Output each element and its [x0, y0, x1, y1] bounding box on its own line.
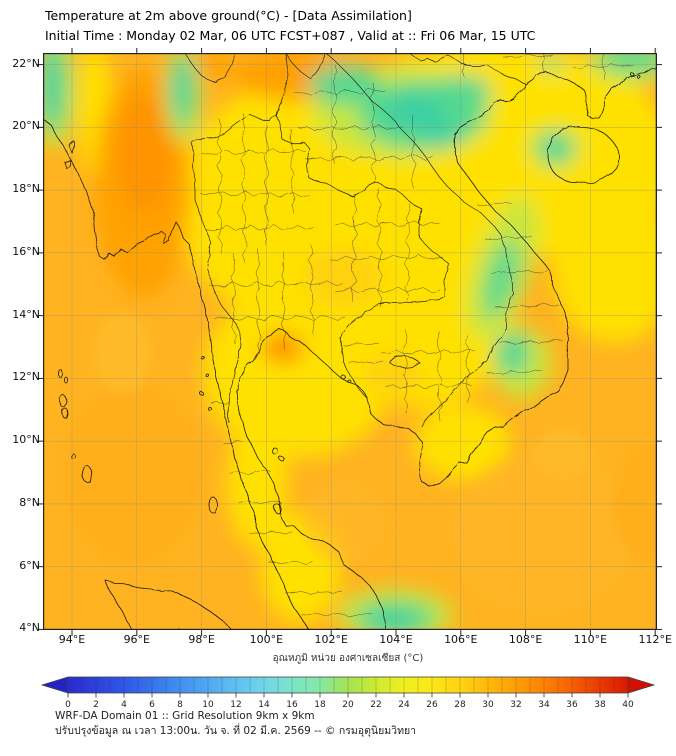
lat-tick-label: 8°N — [19, 495, 40, 509]
colorbar-tick-label: 10 — [202, 700, 214, 710]
colorbar-title: อุณหภูมิ หน่วย องศาเซลเซียส (°C) — [272, 653, 424, 664]
colorbar-high-arrow — [627, 676, 656, 694]
lat-tick-label: 6°N — [19, 558, 40, 572]
footer-caption: WRF-DA Domain 01 :: Grid Resolution 9km … — [55, 709, 416, 739]
title-line-2: Initial Time : Monday 02 Mar, 06 UTC FCS… — [45, 28, 536, 43]
colorbar-tick-label: 28 — [454, 700, 466, 710]
lat-tick-label: 10°N — [12, 433, 40, 447]
temperature-map-svg — [43, 53, 657, 630]
lat-tick-label: 18°N — [12, 182, 40, 196]
lon-tick-label: 100°E — [249, 633, 284, 646]
lat-tick-label: 22°N — [12, 56, 40, 70]
colorbar-tick-label: 34 — [538, 700, 550, 710]
lat-tick-label: 14°N — [12, 307, 40, 321]
colorbar-tick-label: 18 — [314, 700, 326, 710]
lon-tick-label: 94°E — [58, 633, 86, 646]
colorbar-tick-label: 8 — [177, 700, 183, 710]
graticule-grid — [43, 53, 657, 630]
footer-line-1: WRF-DA Domain 01 :: Grid Resolution 9km … — [55, 710, 315, 722]
colorbar-tick-label: 6 — [149, 700, 155, 710]
lat-tick-label: 4°N — [19, 621, 40, 635]
lon-tick-label: 106°E — [444, 633, 478, 646]
colorbar-tick-label: 26 — [426, 700, 438, 710]
lat-tick-label: 16°N — [12, 244, 40, 258]
colorbar-tick-label: 20 — [342, 700, 354, 710]
colorbar-tick-label: 36 — [566, 700, 578, 710]
colorbar-tick-label: 22 — [370, 700, 381, 710]
temperature-field — [43, 53, 657, 630]
colorbar-tick-label: 14 — [258, 700, 270, 710]
colorbar-tick-label: 38 — [594, 700, 606, 710]
lon-tick-label: 102°E — [314, 633, 348, 646]
colorbar-low-arrow — [40, 676, 69, 694]
map-border — [43, 53, 657, 630]
colorbar-tick-label: 4 — [121, 700, 127, 710]
map-area[interactable] — [43, 53, 657, 630]
colorbar-tick-label: 0 — [65, 700, 71, 710]
lon-tick-label: 104°E — [379, 633, 413, 646]
colorbar-tick-label: 2 — [93, 700, 99, 710]
colorbar-tick-label: 30 — [482, 700, 494, 710]
lon-tick-label: 108°E — [508, 633, 543, 646]
footer-line-2: ปรับปรุงข้อมูล ณ เวลา 13:00น. วัน จ. ที่… — [55, 725, 417, 737]
colorbar-tick-label: 32 — [510, 700, 521, 710]
country-borders — [184, 53, 527, 428]
lat-tick-label: 20°N — [12, 119, 40, 133]
title-line-1: Temperature at 2m above ground(°C) - [Da… — [45, 8, 412, 23]
lon-tick-label: 112°E — [638, 633, 672, 646]
colorbar-tick-label: 12 — [230, 700, 241, 710]
lon-tick-label: 110°E — [573, 633, 608, 646]
page-title: Temperature at 2m above ground(°C) - [Da… — [45, 6, 535, 46]
colorbar-tick-label: 16 — [286, 700, 298, 710]
coastlines — [43, 67, 657, 630]
colorbar: 0 2 4 6 8 10 12 14 16 18 20 22 24 26 28 30 32 34 36 38 40 — [40, 676, 656, 710]
lon-tick-label: 96°E — [123, 633, 151, 646]
lon-tick-label: 98°E — [188, 633, 215, 646]
lat-tick-label: 12°N — [12, 370, 40, 384]
colorbar-tick-label: 24 — [398, 700, 410, 710]
colorbar-tick-label: 40 — [622, 700, 634, 710]
